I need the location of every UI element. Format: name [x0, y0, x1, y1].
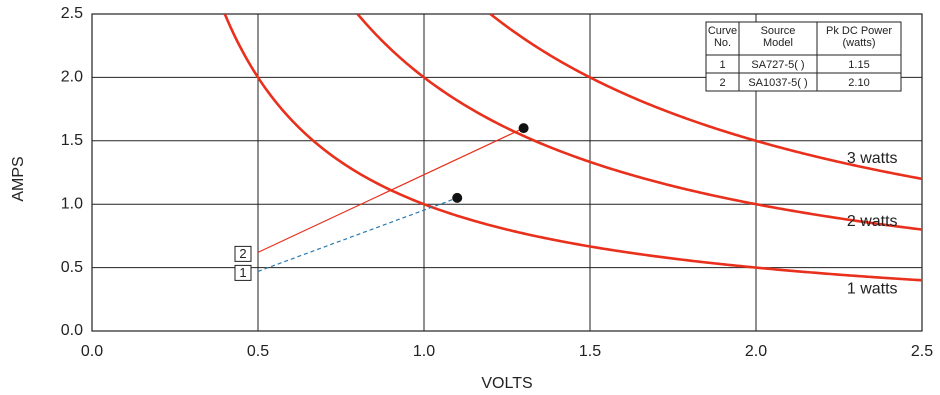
- x-tick-label: 0.0: [81, 343, 103, 360]
- y-tick-label: 1.0: [61, 195, 83, 212]
- table-header-cell: Curve: [708, 25, 737, 37]
- y-axis-title: AMPS: [10, 156, 27, 201]
- table-cell: 2.10: [848, 77, 869, 89]
- operating-points: [452, 123, 529, 203]
- x-axis-title: VOLTS: [481, 375, 532, 392]
- grid-lines: [91, 13, 923, 332]
- curve-label-1: 1 watts: [847, 280, 898, 297]
- curve-marker-text-2: 2: [239, 246, 246, 261]
- x-tick-label: 1.5: [579, 343, 601, 360]
- y-tick-label: 1.5: [61, 132, 83, 149]
- table-cell: SA1037-5( ): [748, 77, 807, 89]
- operating-point: [518, 123, 529, 134]
- x-tick-label: 2.0: [745, 343, 767, 360]
- table-header-cell: Model: [763, 37, 793, 49]
- curve-label-3: 3 watts: [847, 150, 898, 167]
- x-tick-label: 2.5: [911, 343, 933, 360]
- curve-label-2: 2 watts: [847, 213, 898, 230]
- curve-marker-box-1: [234, 264, 252, 281]
- x-tick-label: 1.0: [413, 343, 435, 360]
- load-lines: [257, 127, 524, 272]
- curve-3-watts: [489, 14, 922, 181]
- table-cell: 1: [719, 59, 725, 71]
- y-tick-label: 0.5: [61, 259, 83, 276]
- power-curves: [223, 14, 922, 282]
- curve-markers: 21: [234, 245, 252, 281]
- curve-2-watts: [356, 14, 922, 231]
- operating-point: [452, 192, 463, 203]
- curve-marker-box-2: [234, 245, 252, 262]
- table-header-cell: (watts): [843, 37, 876, 49]
- tick-labels: 0.0 0.5 1.0 1.5 2.0 2.5 0.0 0.5 1.0 1.5 2.0 2.5: [61, 5, 933, 360]
- table-cell: 2: [719, 77, 725, 89]
- curve-marker-text-1: 1: [239, 265, 246, 280]
- curve-labels: 1 watts 2 watts 3 watts: [847, 150, 898, 298]
- table-cell: SA727-5( ): [751, 59, 804, 71]
- table-header-cell: Pk DC Power: [826, 25, 892, 37]
- curve-1-watts: [223, 14, 922, 282]
- table-header-cell: No.: [714, 37, 731, 49]
- load-line-curve-1: [257, 197, 458, 272]
- plot-frame: [91, 13, 923, 332]
- load-line-curve-2: [257, 127, 524, 253]
- y-tick-label: 2.0: [61, 69, 83, 86]
- y-tick-label: 0.0: [61, 322, 83, 339]
- x-tick-label: 0.5: [247, 343, 269, 360]
- table-header-cell: Source: [761, 25, 796, 37]
- y-tick-label: 2.5: [61, 5, 83, 22]
- table-cell: 1.15: [848, 59, 869, 71]
